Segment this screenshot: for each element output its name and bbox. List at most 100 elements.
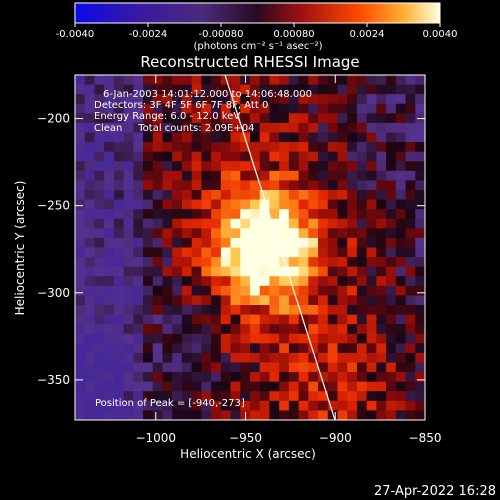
heatmap-pixel (269, 276, 280, 287)
heatmap-pixel (75, 84, 86, 95)
heatmap-pixel (191, 228, 202, 239)
heatmap-pixel (386, 170, 397, 181)
heatmap-pixel (395, 94, 407, 105)
heatmap-pixel (386, 228, 397, 239)
heatmap-pixel (181, 400, 193, 411)
heatmap-pixel (395, 391, 407, 402)
heatmap-pixel (220, 180, 232, 191)
heatmap-pixel (162, 237, 173, 248)
heatmap-pixel (395, 237, 407, 248)
heatmap-pixel (181, 228, 193, 239)
heatmap-pixel (211, 142, 222, 153)
heatmap-pixel (288, 381, 300, 392)
heatmap-pixel (318, 103, 329, 114)
heatmap-pixel (259, 372, 270, 383)
heatmap-pixel (395, 151, 407, 162)
heatmap-pixel (298, 266, 309, 277)
heatmap-pixel (75, 190, 86, 201)
heatmap-pixel (220, 266, 232, 277)
heatmap-pixel (415, 190, 425, 201)
heatmap-pixel (191, 305, 202, 316)
heatmap-pixel (250, 151, 261, 162)
heatmap-pixel (123, 94, 134, 105)
heatmap-pixel (75, 218, 86, 229)
heatmap-pixel (181, 237, 193, 248)
heatmap-pixel (327, 122, 338, 133)
y-axis-label: Heliocentric Y (arcsec) (13, 181, 27, 316)
heatmap-pixel (366, 381, 377, 392)
heatmap-pixel (269, 190, 280, 201)
heatmap-pixel (415, 305, 425, 316)
heatmap-pixel (162, 400, 173, 411)
heatmap-pixel (201, 410, 212, 420)
heatmap-pixel (143, 285, 154, 296)
heatmap-pixel (308, 400, 319, 411)
heatmap-pixel (113, 237, 125, 248)
heatmap-pixel (288, 209, 300, 220)
heatmap-pixel (298, 161, 309, 172)
heatmap-pixel (366, 151, 377, 162)
heatmap-pixel (240, 324, 251, 335)
heatmap-pixel (201, 247, 212, 258)
heatmap-pixel (201, 122, 212, 133)
heatmap-pixel (94, 113, 105, 124)
heatmap-pixel (172, 324, 183, 335)
heatmap-pixel (191, 285, 202, 296)
heatmap-pixel (279, 199, 290, 210)
heatmap-pixel (84, 180, 95, 191)
heatmap-pixel (75, 410, 86, 420)
heatmap-pixel (162, 170, 173, 181)
heatmap-pixel (191, 132, 202, 143)
heatmap-pixel (84, 400, 95, 411)
heatmap-pixel (250, 122, 261, 133)
heatmap-pixel (201, 237, 212, 248)
heatmap-pixel (386, 305, 397, 316)
heatmap-pixel (191, 410, 202, 420)
heatmap-pixel (191, 333, 202, 344)
heatmap-pixel (259, 75, 270, 86)
heatmap-pixel (308, 333, 319, 344)
heatmap-pixel (269, 132, 280, 143)
heatmap-pixel (104, 209, 115, 220)
heatmap-pixel (337, 228, 348, 239)
heatmap-pixel (386, 372, 397, 383)
heatmap-pixel (104, 237, 115, 248)
heatmap-pixel (250, 381, 261, 392)
heatmap-pixel (220, 257, 232, 268)
heatmap-pixel (337, 276, 348, 287)
heatmap-pixel (250, 410, 261, 420)
heatmap-pixel (288, 218, 300, 229)
heatmap-pixel (318, 151, 329, 162)
heatmap-pixel (395, 314, 407, 325)
heatmap-pixel (230, 305, 241, 316)
heatmap-pixel (162, 190, 173, 201)
heatmap-pixel (181, 103, 193, 114)
heatmap-pixel (395, 84, 407, 95)
heatmap-pixel (211, 132, 222, 143)
heatmap-pixel (415, 218, 425, 229)
heatmap-pixel (327, 400, 338, 411)
heatmap-pixel (327, 362, 338, 373)
heatmap-pixel (279, 362, 290, 373)
heatmap-pixel (337, 132, 348, 143)
x-tick-label: −1000 (135, 431, 176, 445)
heatmap-pixel (259, 410, 270, 420)
heatmap-pixel (356, 324, 368, 335)
heatmap-pixel (220, 94, 232, 105)
heatmap-pixel (181, 190, 193, 201)
heatmap-pixel (415, 180, 425, 191)
heatmap-pixel (376, 305, 387, 316)
heatmap-pixel (376, 343, 387, 354)
heatmap-pixel (356, 314, 368, 325)
heatmap-pixel (327, 247, 338, 258)
heatmap-pixel (104, 84, 115, 95)
heatmap-pixel (94, 103, 105, 114)
heatmap-pixel (259, 352, 270, 363)
heatmap-pixel (327, 266, 338, 277)
heatmap-pixel (356, 209, 368, 220)
heatmap-pixel (201, 343, 212, 354)
colorbar-tick-label: -0.0040 (56, 29, 95, 40)
heatmap-pixel (191, 94, 202, 105)
heatmap-pixel (356, 180, 368, 191)
